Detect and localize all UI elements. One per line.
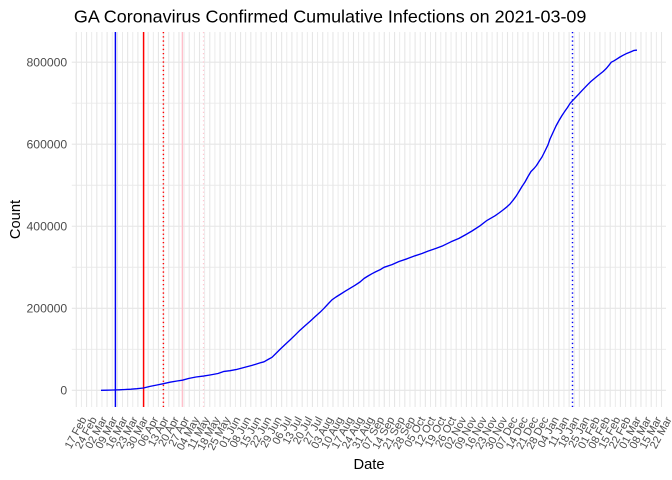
svg-text:600000: 600000	[27, 138, 68, 152]
svg-text:Date: Date	[353, 457, 384, 473]
svg-text:0: 0	[60, 384, 67, 398]
svg-text:400000: 400000	[27, 220, 68, 234]
svg-text:GA Coronavirus Confirmed Cumul: GA Coronavirus Confirmed Cumulative Infe…	[74, 6, 587, 26]
svg-text:200000: 200000	[27, 302, 68, 316]
svg-text:Count: Count	[8, 200, 24, 239]
svg-text:800000: 800000	[27, 56, 68, 70]
